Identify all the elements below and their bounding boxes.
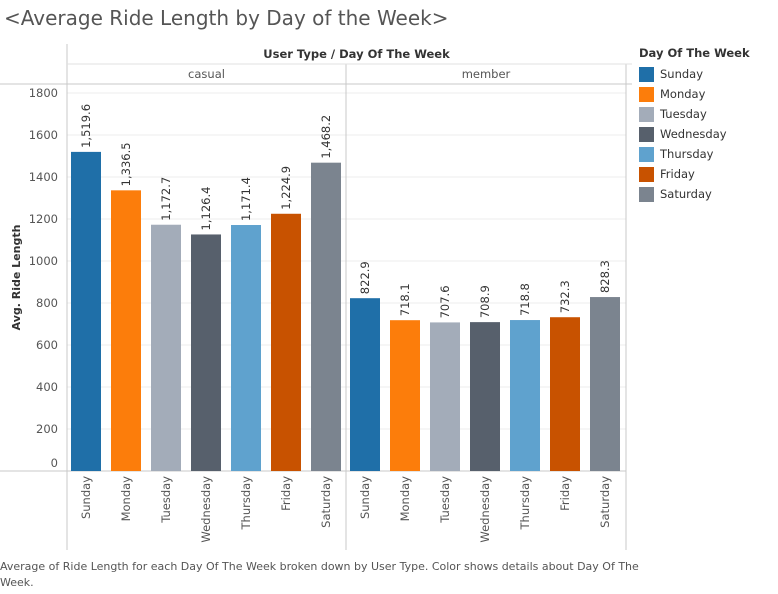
legend: Day Of The Week Sunday Monday Tuesday Wedne… bbox=[639, 46, 774, 204]
x-tick-label: Saturday bbox=[319, 476, 333, 528]
x-tick-label: Thursday bbox=[239, 476, 253, 531]
data-label: 1,126.4 bbox=[199, 187, 213, 231]
legend-item-sunday: Sunday bbox=[639, 64, 774, 84]
bar-member-sunday bbox=[350, 298, 380, 471]
x-tick-label: Tuesday bbox=[438, 476, 452, 524]
bar-casual-tuesday bbox=[151, 224, 181, 471]
data-label: 822.9 bbox=[358, 261, 372, 294]
data-label: 1,468.2 bbox=[319, 115, 333, 159]
x-tick-label: Saturday bbox=[598, 476, 612, 528]
legend-items: Sunday Monday Tuesday Wednesday Thursday Frid… bbox=[639, 64, 774, 204]
bar-casual-sunday bbox=[71, 151, 101, 471]
bar-member-wednesday bbox=[470, 322, 500, 471]
legend-title: Day Of The Week bbox=[639, 46, 750, 60]
data-label: 1,519.6 bbox=[79, 104, 93, 148]
legend-item-monday: Monday bbox=[639, 84, 774, 104]
y-tick-label: 1600 bbox=[29, 128, 58, 142]
y-tick-label: 1000 bbox=[29, 254, 58, 268]
bar-member-thursday bbox=[510, 320, 540, 471]
bar-casual-thursday bbox=[231, 225, 261, 471]
legend-swatch bbox=[639, 66, 654, 82]
legend-item-wednesday: Wednesday bbox=[639, 124, 774, 144]
x-tick-label: Wednesday bbox=[199, 476, 213, 543]
bar-member-saturday bbox=[590, 297, 620, 471]
y-tick-label: 200 bbox=[36, 422, 58, 436]
panel-label-member: member bbox=[462, 67, 511, 81]
x-tick-label: Wednesday bbox=[478, 476, 492, 543]
y-tick-label: 1800 bbox=[29, 86, 58, 100]
legend-label: Thursday bbox=[660, 147, 714, 161]
data-label: 1,336.5 bbox=[119, 142, 133, 186]
bar-casual-wednesday bbox=[191, 234, 221, 471]
bar-member-monday bbox=[390, 320, 420, 471]
bars bbox=[71, 151, 620, 472]
bar-member-tuesday bbox=[430, 322, 460, 471]
legend-item-friday: Friday bbox=[639, 164, 774, 184]
x-tick-label: Friday bbox=[279, 476, 293, 511]
x-tick-label: Friday bbox=[558, 476, 572, 511]
legend-label: Friday bbox=[660, 167, 695, 181]
data-label: 1,171.4 bbox=[239, 177, 253, 221]
panel-label-casual: casual bbox=[188, 67, 225, 81]
x-tick-label: Tuesday bbox=[159, 476, 173, 524]
y-tick-label: 400 bbox=[36, 380, 58, 394]
legend-label: Monday bbox=[660, 87, 706, 101]
column-header: User Type / Day Of The Week bbox=[263, 47, 450, 61]
legend-swatch bbox=[639, 106, 654, 122]
x-tick-label: Monday bbox=[119, 476, 133, 522]
data-labels: 1,519.6 1,336.5 1,172.7 1,126.4 1,171.4 1,224… bbox=[79, 104, 612, 318]
legend-swatch bbox=[639, 166, 654, 182]
legend-label: Tuesday bbox=[660, 107, 707, 121]
chart-title: <Average Ride Length by Day of the Week> bbox=[4, 6, 449, 30]
x-tick-label: Sunday bbox=[79, 476, 93, 519]
data-label: 718.8 bbox=[518, 283, 532, 316]
legend-item-thursday: Thursday bbox=[639, 144, 774, 164]
data-label: 732.3 bbox=[558, 280, 572, 313]
y-axis-label: Avg. Ride Length bbox=[10, 225, 23, 331]
bar-casual-friday bbox=[271, 213, 301, 471]
legend-label: Saturday bbox=[660, 187, 712, 201]
legend-swatch bbox=[639, 126, 654, 142]
y-tick-label: 1400 bbox=[29, 170, 58, 184]
bar-casual-monday bbox=[111, 190, 141, 471]
data-label: 707.6 bbox=[438, 285, 452, 318]
legend-item-tuesday: Tuesday bbox=[639, 104, 774, 124]
y-tick-label: 800 bbox=[36, 296, 58, 310]
bar-casual-saturday bbox=[311, 162, 341, 472]
axis-text: User Type / Day Of The Week Avg. Ride Len… bbox=[10, 47, 612, 543]
data-label: 718.1 bbox=[398, 283, 412, 316]
y-tick-label: 0 bbox=[51, 456, 58, 470]
legend-swatch bbox=[639, 186, 654, 202]
x-tick-label: Sunday bbox=[358, 476, 372, 519]
legend-label: Sunday bbox=[660, 67, 704, 81]
legend-swatch bbox=[639, 86, 654, 102]
legend-item-saturday: Saturday bbox=[639, 184, 774, 204]
y-tick-label: 1200 bbox=[29, 212, 58, 226]
data-label: 1,172.7 bbox=[159, 177, 173, 221]
x-tick-label: Monday bbox=[398, 476, 412, 522]
data-label: 708.9 bbox=[478, 285, 492, 318]
y-tick-label: 600 bbox=[36, 338, 58, 352]
x-tick-label: Thursday bbox=[518, 476, 532, 531]
legend-label: Wednesday bbox=[660, 127, 727, 141]
legend-swatch bbox=[639, 146, 654, 162]
data-label: 1,224.9 bbox=[279, 166, 293, 210]
data-label: 828.3 bbox=[598, 260, 612, 293]
chart-caption: Average of Ride Length for each Day Of T… bbox=[0, 560, 639, 589]
bar-member-friday bbox=[550, 317, 580, 471]
